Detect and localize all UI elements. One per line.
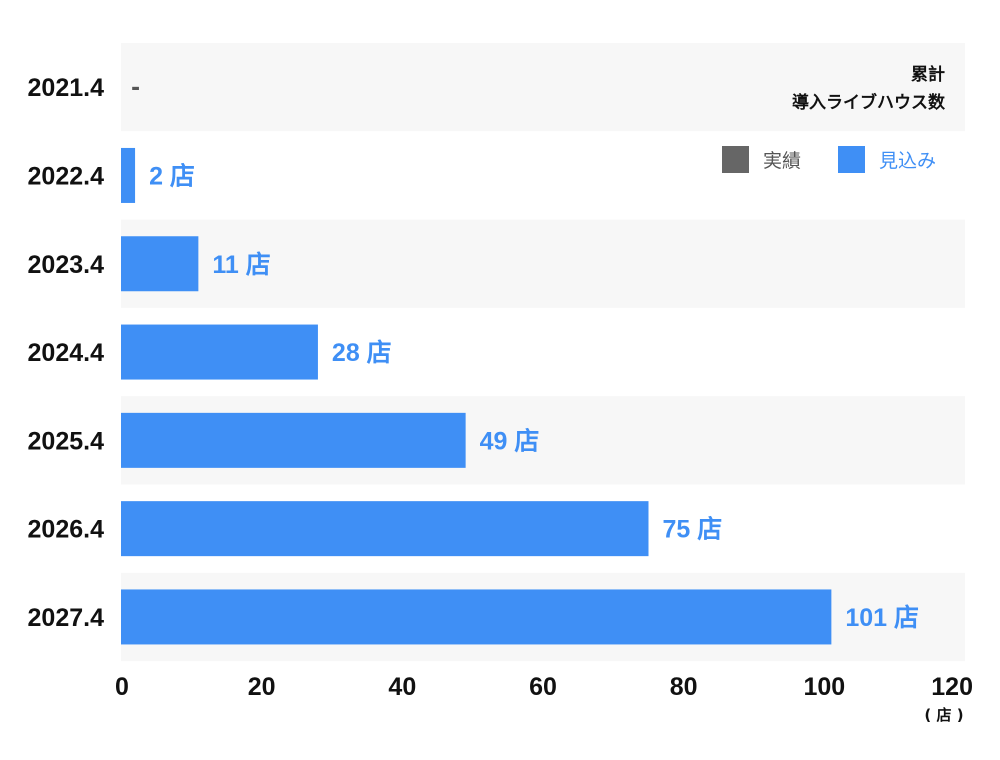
row-background — [121, 131, 965, 220]
bar — [121, 412, 466, 468]
data-label: 101 店 — [845, 604, 919, 632]
category-label: 2022.4 — [28, 162, 105, 190]
x-tick-label: 20 — [248, 673, 276, 701]
x-tick-label: 120 — [931, 673, 973, 701]
row-background — [121, 43, 965, 132]
data-label: 49 店 — [480, 427, 540, 455]
x-tick-label: 60 — [529, 673, 557, 701]
legend-label-forecast: 見込み — [879, 150, 936, 172]
category-label: 2025.4 — [28, 427, 105, 455]
data-label: 75 店 — [663, 516, 723, 544]
legend-swatch-forecast — [838, 146, 865, 173]
bar — [121, 589, 832, 645]
bars — [121, 147, 832, 645]
category-label: 2023.4 — [28, 251, 105, 279]
bar — [121, 147, 136, 203]
x-tick-label: 0 — [115, 673, 129, 701]
x-tick-label: 100 — [803, 673, 845, 701]
bar — [121, 324, 318, 380]
bar — [121, 236, 199, 292]
row-background — [121, 219, 965, 308]
data-label: 28 店 — [332, 339, 392, 367]
category-label: 2024.4 — [28, 339, 105, 367]
category-label: 2027.4 — [28, 604, 105, 632]
category-label: 2021.4 — [28, 74, 105, 102]
legend: 実績 見込み — [722, 146, 936, 173]
data-label: 2 店 — [149, 162, 195, 190]
chart-title: 累計 導入ライブハウス数 — [792, 64, 946, 113]
x-axis-unit: ( 店 ) — [924, 706, 963, 724]
legend-swatch-actual — [722, 146, 749, 173]
x-tick-label: 80 — [670, 673, 698, 701]
category-labels: 2021.4 2022.4 2023.4 2024.4 2025.4 2026.4 2027… — [28, 74, 105, 632]
x-axis-ticks: 0 20 40 60 80 100 120 — [115, 673, 973, 701]
data-label: 11 店 — [212, 251, 270, 279]
chart-title-line-1: 累計 — [911, 64, 945, 85]
chart-title-line-2: 導入ライブハウス数 — [792, 92, 946, 113]
legend-label-actual: 実績 — [763, 150, 801, 172]
x-tick-label: 40 — [388, 673, 416, 701]
value-labels: - 2 店 11 店 28 店 49 店 75 店 101 店 — [131, 76, 919, 632]
data-label: - — [131, 76, 140, 101]
category-label: 2026.4 — [28, 516, 105, 544]
bar — [121, 501, 649, 557]
